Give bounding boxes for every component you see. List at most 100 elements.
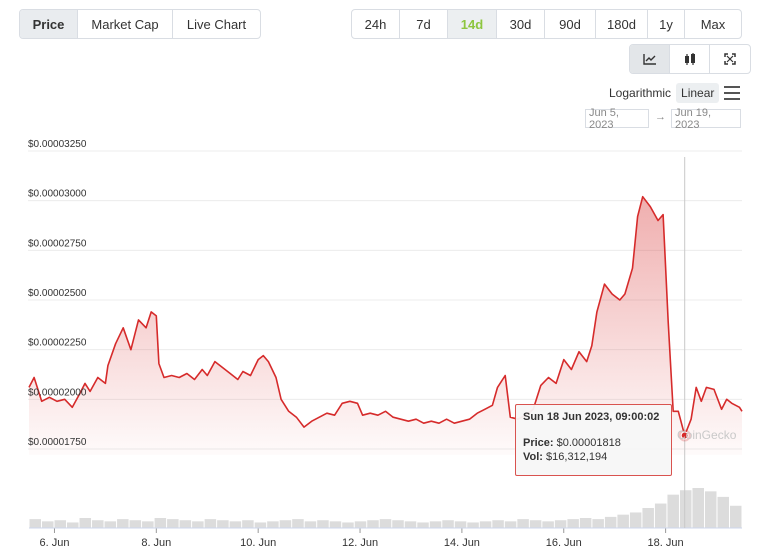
y-tick-label: $0.00001750 [28,437,87,448]
volume-bar [617,514,629,528]
tab-market-cap[interactable]: Market Cap [78,10,173,38]
x-tick-label: 8. Jun [141,537,171,549]
volume-bar [229,521,242,528]
volume-bar [592,519,604,528]
range-7d[interactable]: 7d [400,10,448,38]
fullscreen-icon [724,53,736,65]
volume-bar [179,520,192,528]
volume-bar [104,521,117,528]
volume-bar [242,520,254,528]
volume-bar [79,518,92,528]
volume-bar [417,522,429,528]
y-tick-label: $0.00003250 [28,139,87,150]
y-tick-label: $0.00002500 [28,288,87,299]
volume-bar [329,521,342,528]
scale-toggle: Logarithmic Linear [604,82,720,104]
candlestick-button[interactable] [670,45,710,73]
volume-bar [679,490,692,528]
volume-bar [667,494,679,528]
y-tick-label: $0.00002750 [28,238,87,249]
volume-bar [342,522,354,528]
volume-bar [717,496,729,528]
coingecko-watermark: CoinGecko [677,428,737,442]
volume-bar [54,520,67,528]
volume-bar [704,491,717,528]
volume-bar [579,518,592,528]
logarithmic-option[interactable]: Logarithmic [609,86,672,100]
range-1y[interactable]: 1y [648,10,685,38]
tooltip-price-label: Price: [523,437,554,449]
volume-bar [154,518,167,528]
price-line [28,195,743,437]
range-30d[interactable]: 30d [497,10,545,38]
volume-bar [454,521,467,528]
volume-bar [167,519,179,528]
tooltip-title: Sun 18 Jun 2023, 09:00:02 [523,411,660,423]
volume-bar [442,520,454,528]
volume-bar [467,522,479,528]
volume-bar [217,520,229,528]
date-to-input[interactable]: Jun 19, 2023 [671,107,741,131]
x-tick-label: 14. Jun [444,537,480,549]
volume-bar [354,521,367,528]
volume-bar [604,516,617,528]
range-90d[interactable]: 90d [545,10,596,38]
tab-live-chart[interactable]: Live Chart [186,16,247,32]
time-range-selector: 24h 7d 14d 30d 90d 180d 1y Max [351,9,742,39]
volume-bar [267,521,279,528]
volume-bar [404,521,417,528]
fullscreen-button[interactable] [710,45,750,73]
volume-bar [517,519,529,528]
volume-bar [629,512,642,528]
linear-option[interactable]: Linear [676,83,720,103]
volume-bar [729,505,742,528]
volume-bar [317,520,329,528]
range-14d[interactable]: 14d [448,10,497,38]
line-chart-icon [642,54,656,65]
range-180d[interactable]: 180d [596,10,648,38]
volume-bar [692,488,704,528]
volume-bar [367,520,379,528]
volume-bar [379,519,392,528]
tooltip-vol-label: Vol: [523,451,543,463]
y-tick-label: $0.00003000 [28,189,87,200]
volume-bar [479,521,492,528]
volume-bar [567,519,579,528]
volume-bar [529,520,542,528]
volume-bar [92,520,104,528]
x-tick-label: 6. Jun [39,537,69,549]
line-chart-button[interactable] [630,45,670,73]
volume-bar [129,520,142,528]
volume-bar [304,521,317,528]
tooltip-price-value: $0.00001818 [556,437,621,449]
x-tick-label: 10. Jun [240,537,276,549]
price-tooltip: Sun 18 Jun 2023, 09:00:02 Price: $0.0000… [515,404,672,476]
x-tick-label: 18. Jun [648,537,684,549]
hamburger-menu-icon[interactable] [724,86,740,100]
range-max[interactable]: Max [700,16,726,32]
volume-bar [29,519,42,528]
volume-bar [254,522,267,528]
candlestick-icon [684,53,695,65]
volume-bar [67,522,79,528]
tab-price[interactable]: Price [20,10,78,38]
y-tick-label: $0.00002000 [28,387,87,398]
volume-bar [492,520,504,528]
volume-bar [204,519,217,528]
volume-bar [279,520,292,528]
x-tick-label: 16. Jun [546,537,582,549]
view-mode-selector [629,44,751,74]
range-24h[interactable]: 24h [352,10,400,38]
volume-bar [392,520,404,528]
date-range-arrow: → [655,111,666,123]
volume-bar [292,519,304,528]
volume-bar [504,521,517,528]
date-from-input[interactable]: Jun 5, 2023 [585,107,649,131]
volume-bar [42,521,54,528]
volume-bar [542,521,554,528]
tooltip-vol-value: $16,312,194 [546,451,608,463]
volume-bar [429,521,442,528]
volume-bar [142,521,154,528]
volume-bar [117,519,129,528]
x-tick-label: 12. Jun [342,537,378,549]
